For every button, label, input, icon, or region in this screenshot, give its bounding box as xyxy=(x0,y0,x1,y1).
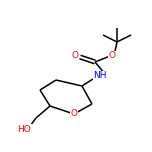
Text: O: O xyxy=(109,52,116,60)
Text: O: O xyxy=(71,109,78,119)
Text: HO: HO xyxy=(17,124,31,133)
Text: NH: NH xyxy=(93,71,107,81)
Text: O: O xyxy=(71,52,78,60)
